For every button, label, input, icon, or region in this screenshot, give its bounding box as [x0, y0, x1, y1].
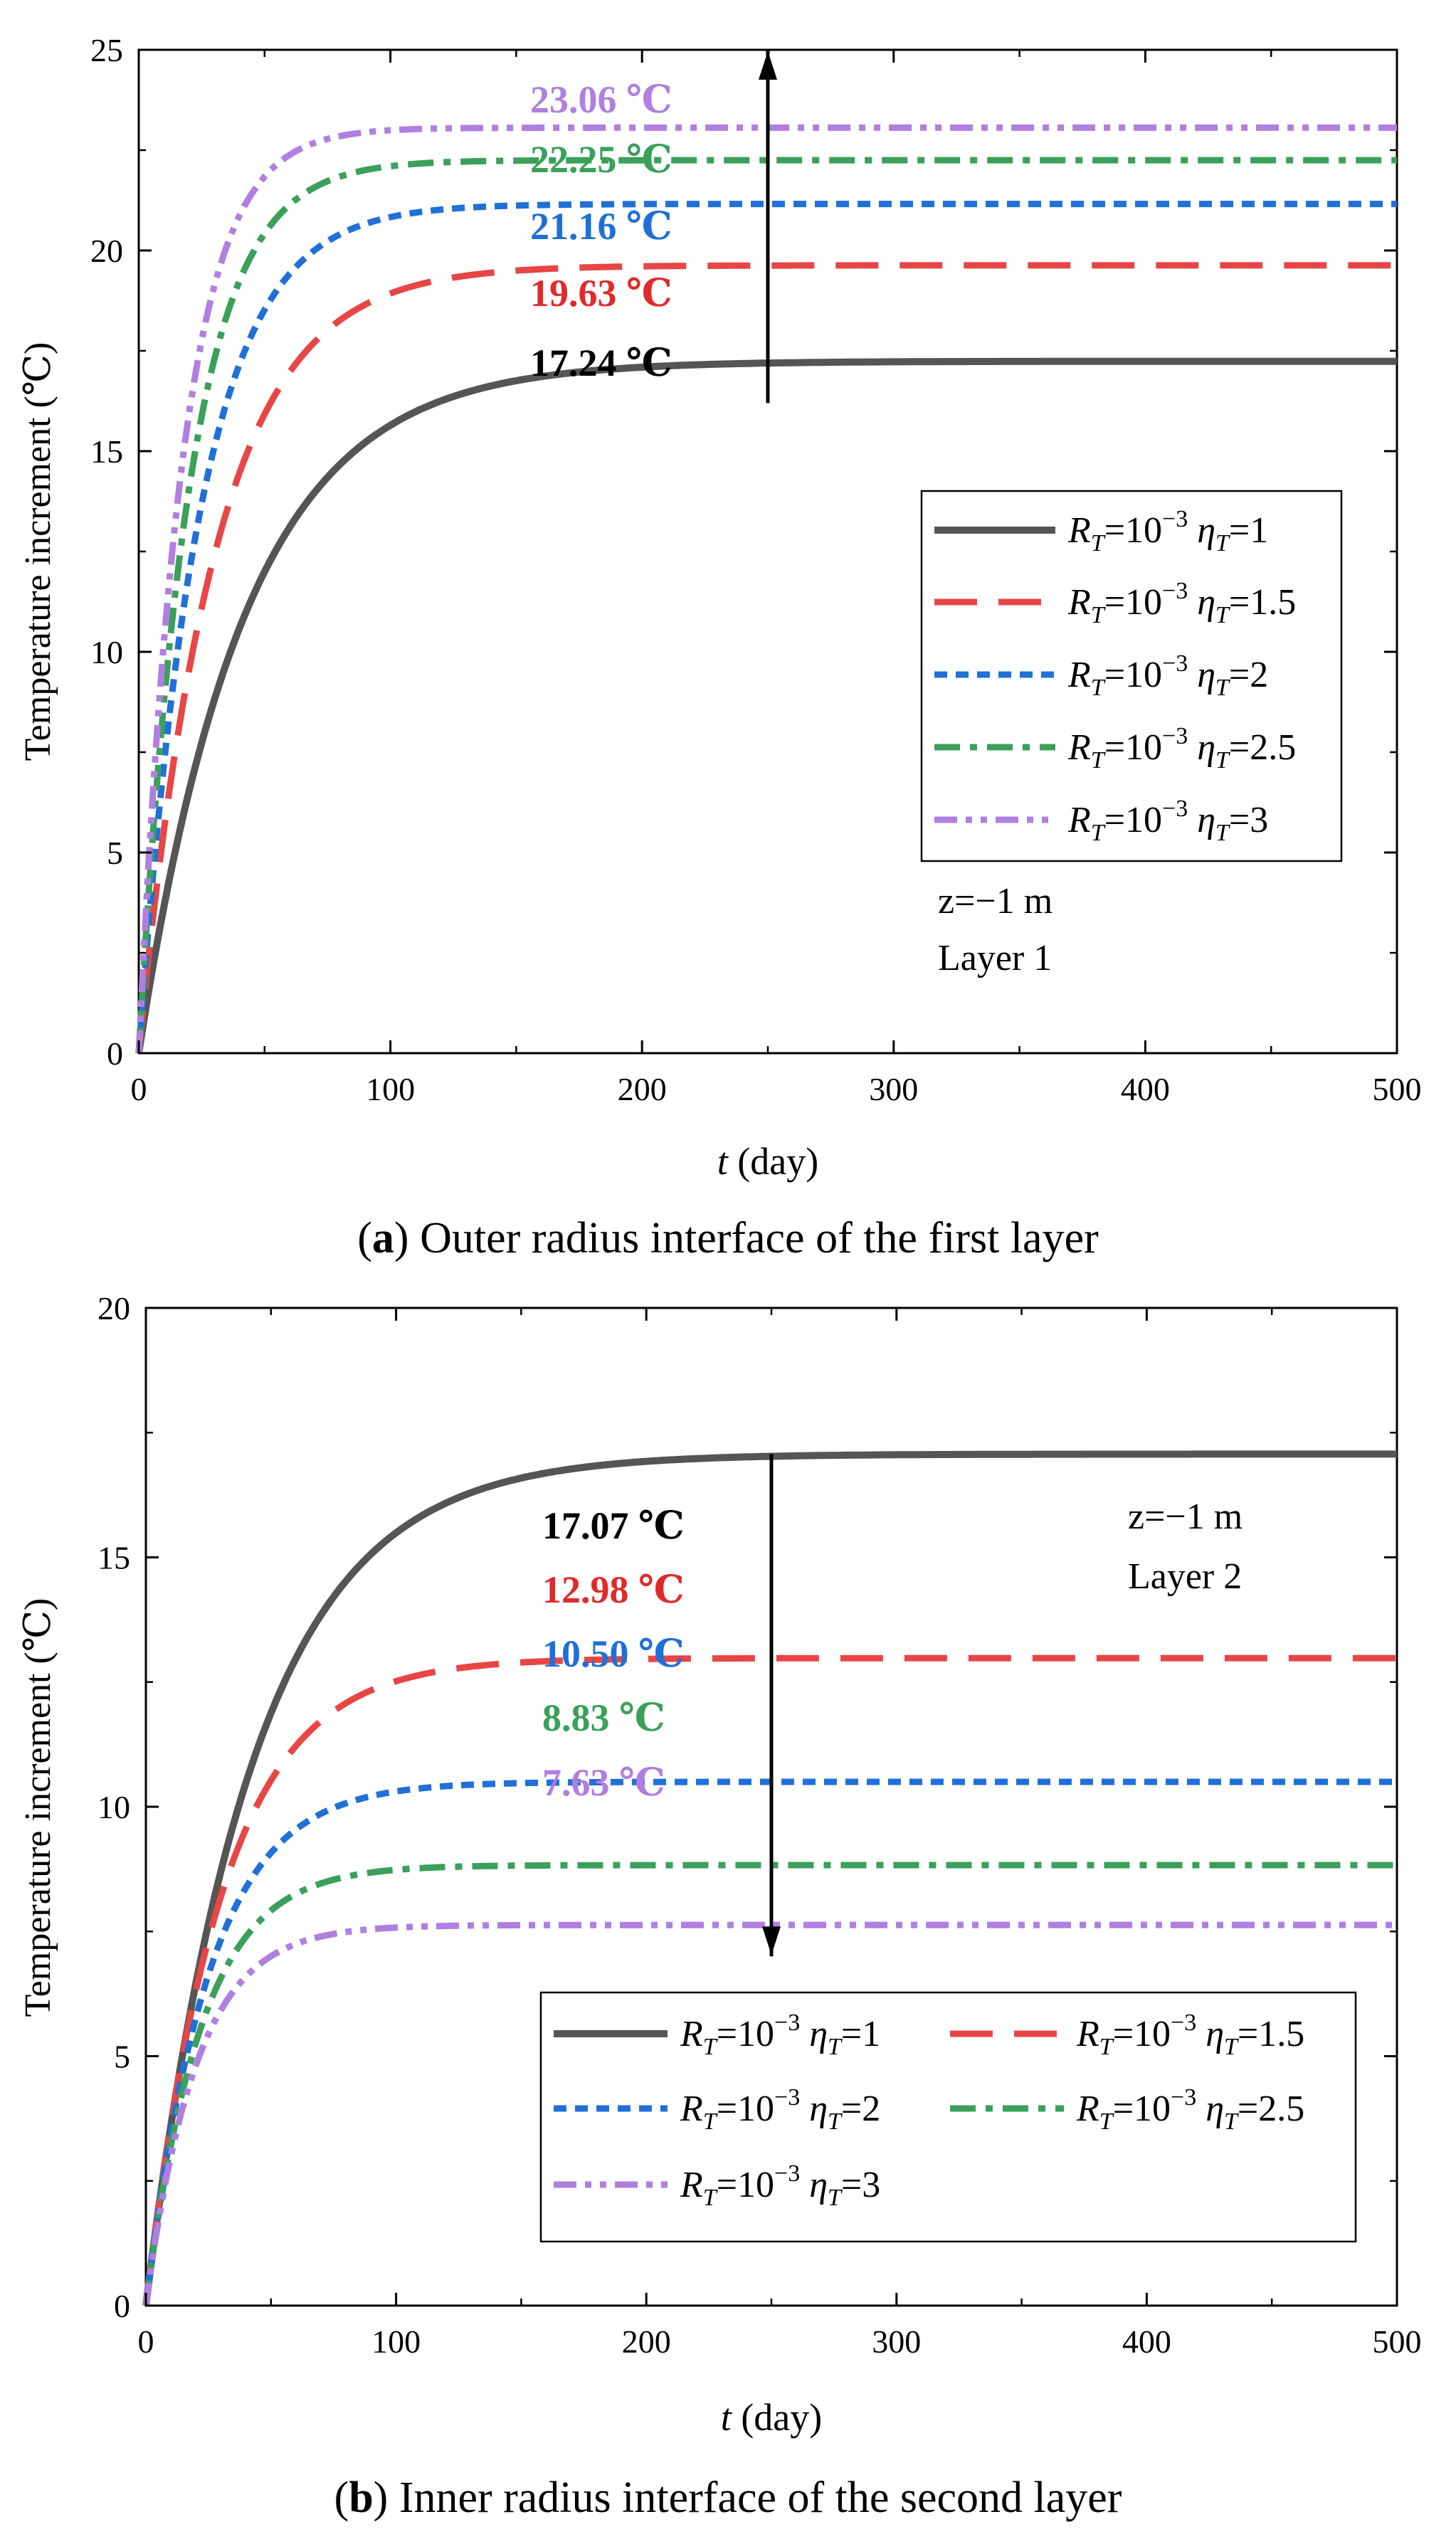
legend-label: RT=10−3 ηT=1 [680, 2010, 880, 2060]
panel-a-ylabel: Temperature increment (℃) [18, 342, 58, 761]
panel-b-legend-box [539, 1991, 1357, 2243]
x-tick-label: 100 [371, 2323, 421, 2360]
panel-a-legend: RT=10−3 ηT=1 RT=10−3 ηT=1.5 RT=10−3 ηT=2 RT… [934, 506, 1296, 846]
x-tick-label: 400 [1121, 1071, 1170, 1107]
y-tick-label: 0 [114, 2288, 130, 2324]
final-value-label: 12.98 ℃ [542, 1568, 685, 1611]
y-tick-label: 20 [90, 233, 123, 269]
arrow-head [759, 51, 777, 80]
arrow-head [762, 1926, 781, 1955]
panel-a-caption: (a) Outer radius interface of the first … [357, 1214, 1099, 1262]
y-tick-label: 10 [90, 634, 123, 670]
x-tick-label: 300 [869, 1071, 918, 1107]
panel-b-arrow [762, 1454, 781, 1957]
final-value-label: 21.16 ℃ [530, 205, 672, 248]
legend-label: RT=10−3 ηT=1.5 [1067, 578, 1296, 628]
final-value-label: 10.50 ℃ [542, 1632, 685, 1675]
y-tick-label: 15 [90, 433, 123, 470]
legend-label: RT=10−3 ηT=2.5 [1067, 723, 1296, 774]
panel-a-annotation-z: z=−1 m [938, 881, 1053, 922]
panel-b-legend: RT=10−3 ηT=1 RT=10−3 ηT=1.5 RT=10−3 ηT=2 RT… [554, 2010, 1304, 2211]
legend-label: RT=10−3 ηT=1 [1067, 506, 1268, 556]
panel-b-annotation-z: z=−1 m [1128, 1497, 1243, 1537]
y-tick-label: 5 [107, 835, 123, 871]
panel-b-xlabel: t (day) [721, 2396, 822, 2439]
x-tick-label: 500 [1373, 1071, 1422, 1107]
final-value-label: 22.25 ℃ [530, 138, 672, 181]
panel-a-chart: 0 100 200 300 400 500 0 5 10 15 20 25 23.06 ℃ 22.25 … [18, 32, 1422, 1262]
y-tick-label: 10 [97, 1789, 130, 1825]
panel-a-arrow [759, 50, 777, 403]
x-tick-label: 0 [138, 2323, 154, 2360]
panel-a-tick-labels: 0 100 200 300 400 500 0 5 10 15 20 25 [90, 32, 1422, 1107]
legend-label: RT=10−3 ηT=3 [1067, 796, 1268, 846]
x-tick-label: 100 [366, 1071, 415, 1107]
y-tick-label: 0 [107, 1035, 123, 1072]
final-value-label: 23.06 ℃ [530, 78, 672, 121]
panel-b-final-value-labels: 17.07 ℃ 12.98 ℃ 10.50 ℃ 8.83 ℃ 7.63 ℃ [542, 1504, 685, 1804]
series-line-1-5 [135, 262, 1397, 1054]
series-line-2 [135, 201, 1397, 1054]
panel-a-final-value-labels: 23.06 ℃ 22.25 ℃ 21.16 ℃ 19.63 ℃ 17.24 ℃ [530, 78, 672, 384]
panel-b-ylabel: Temperature increment (℃) [18, 1598, 58, 2017]
legend-label: RT=10−3 ηT=3 [680, 2160, 880, 2211]
series-line-1-5 [142, 1654, 1397, 2306]
panel-a-ticks [137, 48, 1398, 1055]
x-tick-label: 200 [618, 1071, 667, 1107]
final-value-label: 17.24 ℃ [530, 342, 672, 384]
panel-b-tick-labels: 0 100 200 300 400 500 0 5 10 15 20 [97, 1290, 1422, 2360]
panel-b-annotation-layer: Layer 2 [1128, 1556, 1242, 1597]
panel-b-caption: (b) Inner radius interface of the second… [334, 2474, 1122, 2522]
x-tick-label: 300 [872, 2323, 921, 2360]
series-line-3 [142, 1921, 1397, 2306]
legend-label: RT=10−3 ηT=2.5 [1076, 2084, 1304, 2135]
x-tick-label: 500 [1373, 2323, 1422, 2360]
panel-b-ticks [144, 1307, 1398, 2307]
panel-a-annotation-layer: Layer 1 [938, 938, 1052, 978]
final-value-label: 17.07 ℃ [542, 1504, 685, 1547]
series-line-2-5 [135, 157, 1397, 1054]
legend-label: RT=10−3 ηT=1.5 [1076, 2010, 1304, 2060]
y-tick-label: 5 [114, 2039, 130, 2075]
x-tick-label: 0 [131, 1071, 147, 1107]
x-tick-label: 400 [1122, 2323, 1171, 2360]
final-value-label: 7.63 ℃ [542, 1761, 665, 1804]
final-value-label: 8.83 ℃ [542, 1696, 665, 1739]
y-tick-label: 15 [97, 1540, 130, 1576]
y-tick-label: 20 [97, 1290, 130, 1326]
legend-label: RT=10−3 ηT=2 [680, 2084, 880, 2135]
y-tick-label: 25 [90, 32, 123, 68]
legend-label: RT=10−3 ηT=2 [1067, 650, 1268, 701]
panel-a-xlabel: t (day) [717, 1140, 818, 1183]
x-tick-label: 200 [622, 2323, 671, 2360]
final-value-label: 19.63 ℃ [530, 272, 672, 315]
panel-a-legend-box [920, 490, 1343, 862]
